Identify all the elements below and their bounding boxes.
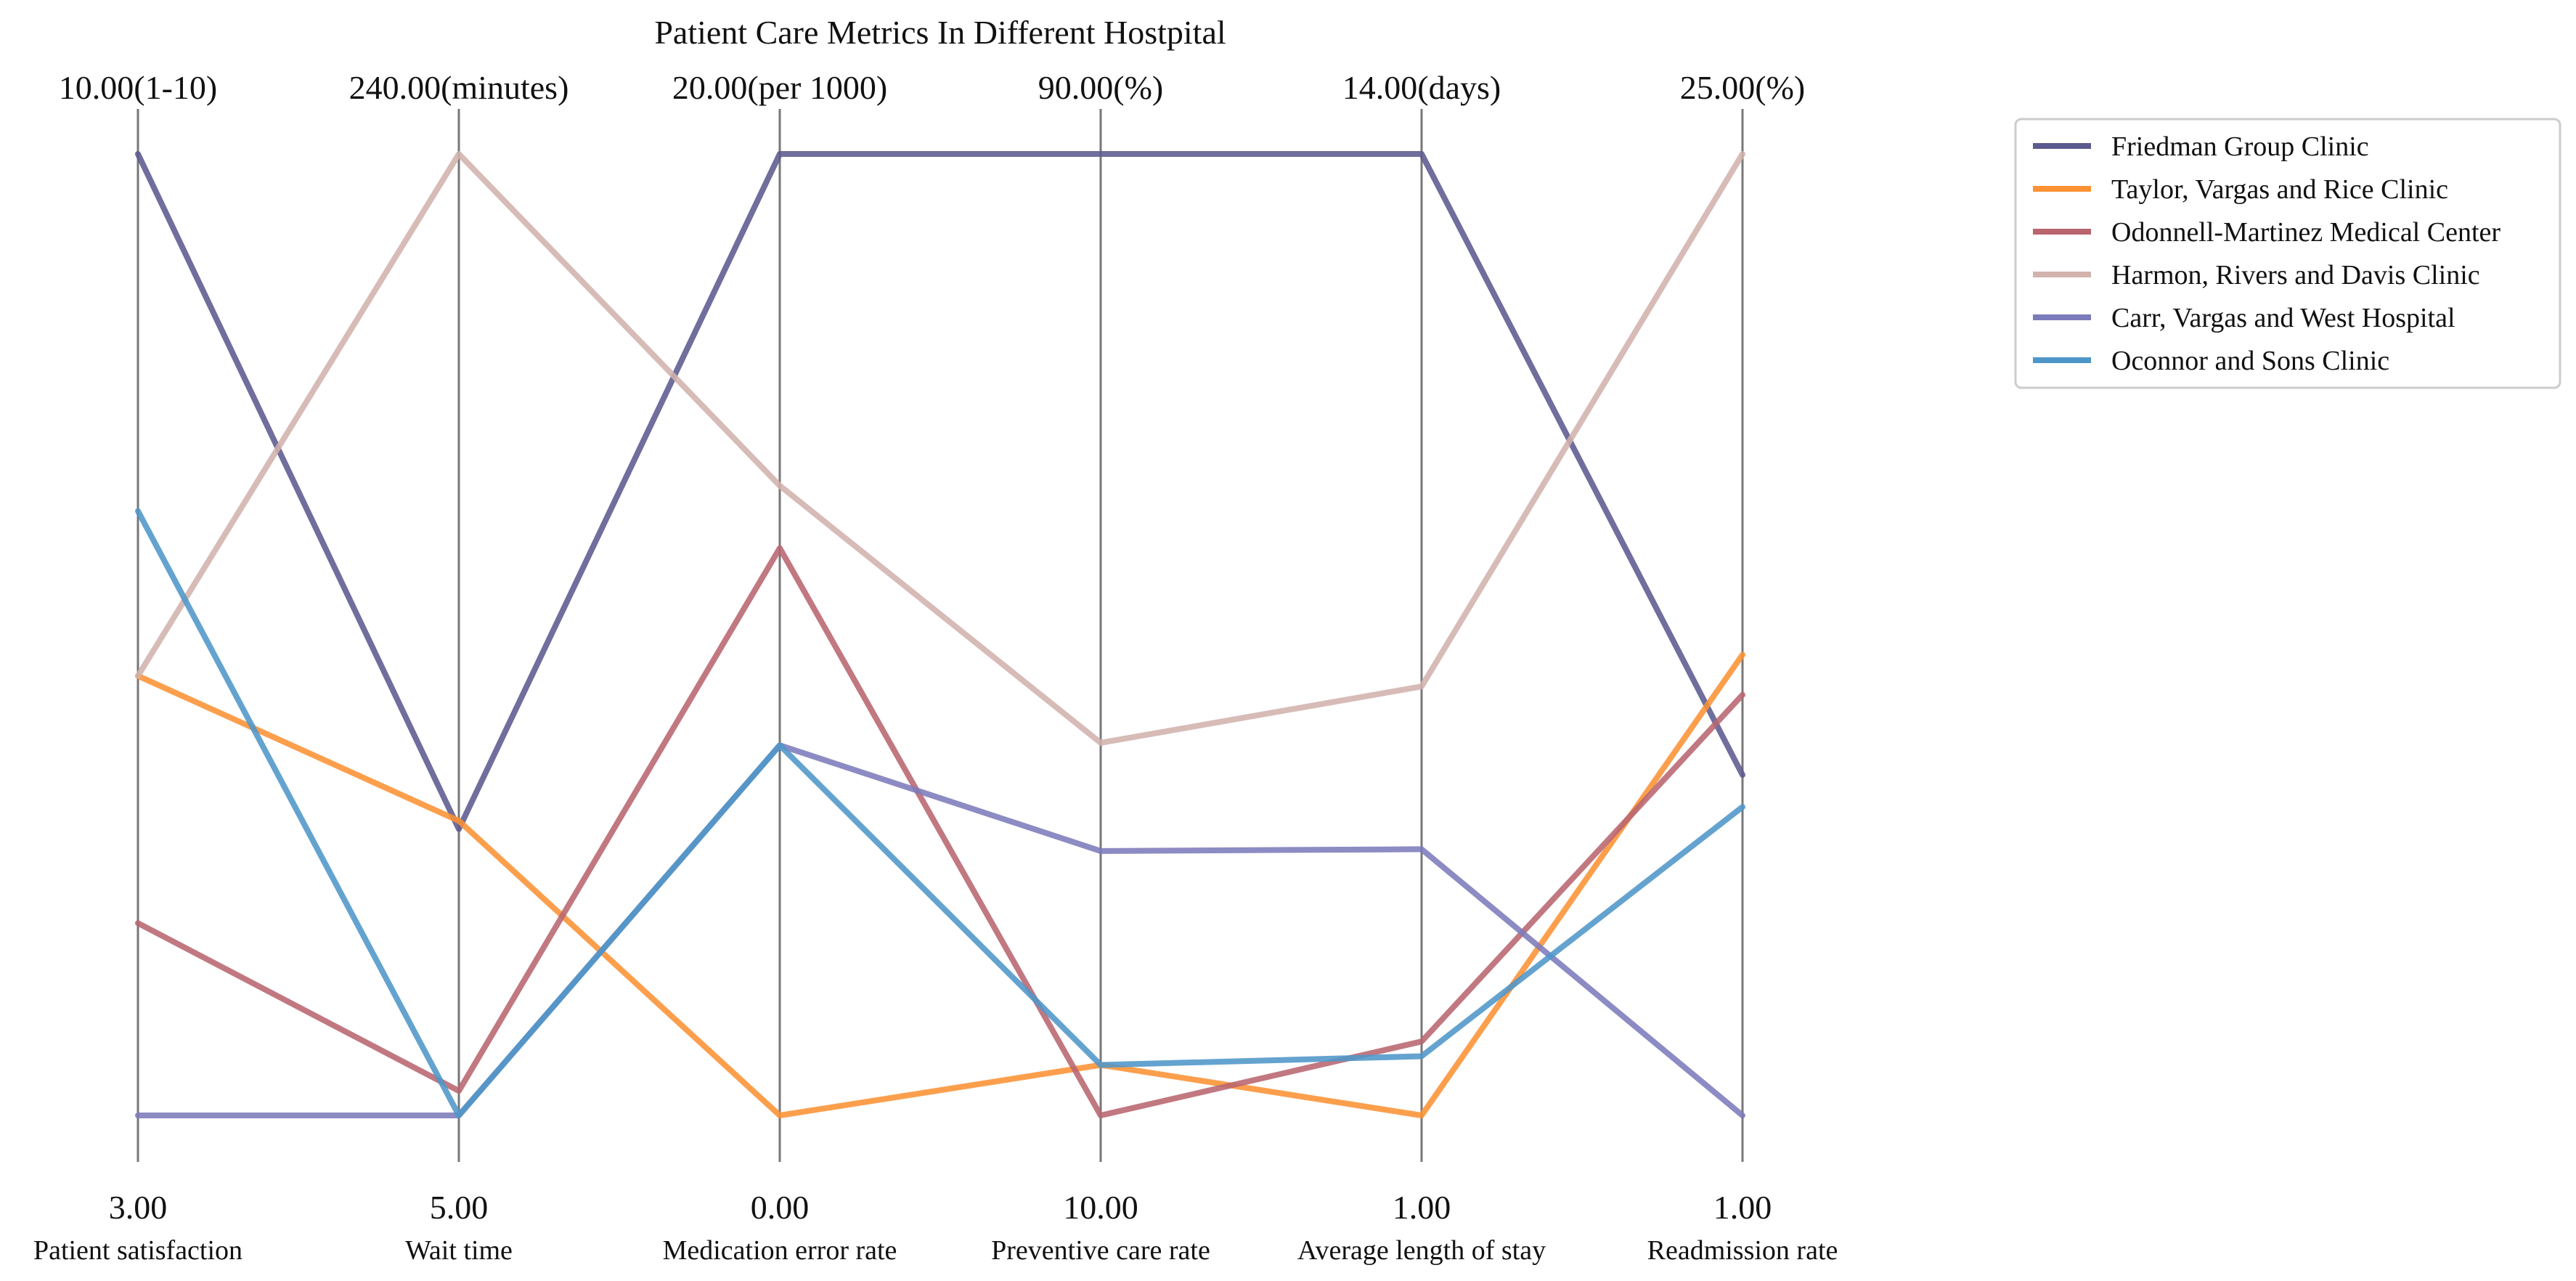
axis-name-2: Medication error rate [663,1235,897,1266]
series-line-0 [135,151,1745,832]
legend-label-1: Taylor, Vargas and Rice Clinic [2111,174,2448,205]
axis-min-label-1: 5.00 [430,1189,489,1226]
axis-max-label-3: 90.00(%) [1038,69,1163,106]
series-line-5 [135,508,1745,1118]
axis-name-0: Patient satisfaction [33,1235,242,1266]
series-line-3 [135,151,1745,746]
legend: Friedman Group Clinic Taylor, Vargas and … [2014,118,2561,389]
axis-min-label-4: 1.00 [1393,1189,1451,1226]
axis-max-label-2: 20.00(per 1000) [672,69,887,106]
legend-label-3: Harmon, Rivers and Davis Clinic [2111,260,2480,290]
series-line-1 [135,651,1745,1118]
series-line-4 [135,742,1745,1118]
axis-max-label-5: 25.00(%) [1680,69,1805,106]
axis-name-1: Wait time [405,1235,513,1266]
legend-label-4: Carr, Vargas and West Hospital [2111,303,2455,333]
axis-max-label-1: 240.00(minutes) [349,69,569,106]
axis-min-label-3: 10.00 [1063,1189,1138,1226]
axis-name-5: Readmission rate [1647,1235,1838,1266]
axis-min-label-0: 3.00 [109,1189,168,1226]
axis-name-4: Average length of stay [1297,1235,1546,1266]
legend-label-5: Oconnor and Sons Clinic [2111,346,2389,376]
chart-title: Patient Care Metrics In Different Hostpi… [654,14,1226,51]
legend-box [2014,118,2561,389]
legend-label-0: Friedman Group Clinic [2111,131,2369,162]
axis-max-label-4: 14.00(days) [1342,69,1501,106]
series-lines-layer [135,151,1745,1118]
axis-min-label-5: 1.00 [1713,1189,1772,1226]
axis-name-3: Preventive care rate [991,1235,1210,1266]
legend-label-2: Odonnell-Martinez Medical Center [2111,217,2500,248]
axis-min-label-2: 0.00 [751,1189,810,1226]
axis-max-label-0: 10.00(1-10) [59,69,217,106]
axes-layer: 10.00(1-10) 3.00 Patient satisfaction 240.0… [33,69,1838,1266]
series-line-2 [135,545,1745,1118]
